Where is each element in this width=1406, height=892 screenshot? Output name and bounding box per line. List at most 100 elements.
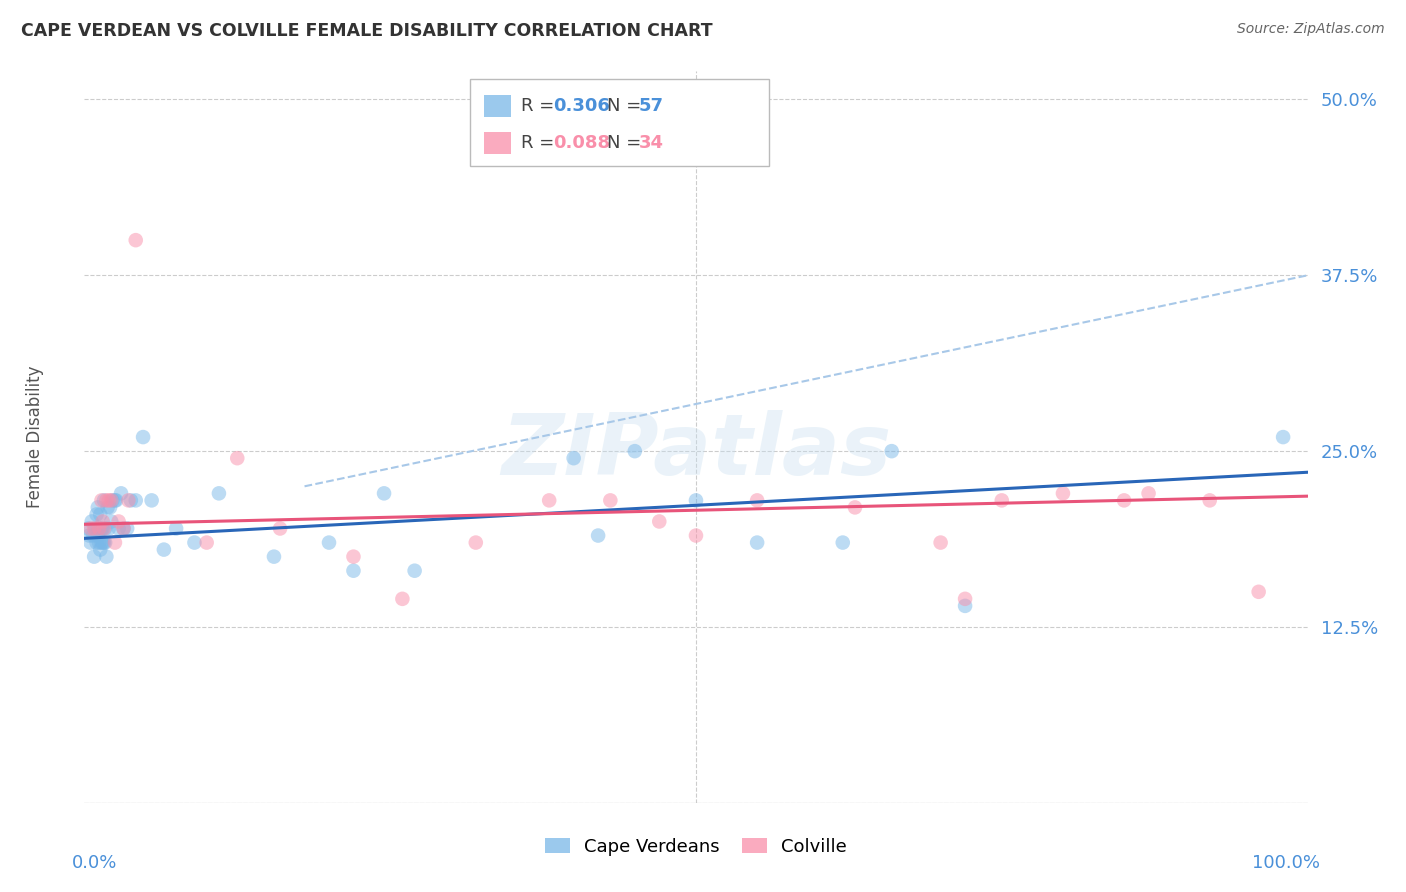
Point (404, 564, 426, 578)
Point (89, 508, 111, 522)
Point (87, 528, 110, 542)
Point (80, 515, 103, 529)
Text: 0.0%: 0.0% (72, 854, 118, 872)
Point (105, 493, 128, 508)
FancyBboxPatch shape (484, 132, 512, 154)
Point (953, 591, 976, 606)
Point (1137, 486, 1160, 500)
Point (112, 521, 135, 535)
Point (107, 521, 129, 535)
Text: N =: N = (606, 134, 647, 152)
Point (87, 521, 110, 535)
Point (101, 493, 124, 508)
Text: 34: 34 (638, 134, 664, 152)
Text: CAPE VERDEAN VS COLVILLE FEMALE DISABILITY CORRELATION CHART: CAPE VERDEAN VS COLVILLE FEMALE DISABILI… (21, 22, 713, 40)
Point (87, 521, 110, 535)
Point (83, 521, 105, 535)
Point (77, 528, 100, 542)
Point (599, 493, 621, 508)
Point (747, 493, 769, 508)
Text: R =: R = (522, 97, 560, 115)
Point (165, 521, 187, 535)
Text: Female Disability: Female Disability (27, 366, 45, 508)
Point (84, 521, 107, 535)
Point (100, 515, 122, 529)
FancyBboxPatch shape (484, 95, 512, 118)
Point (153, 542, 176, 557)
Point (89, 542, 111, 557)
Point (91, 521, 114, 535)
Point (120, 493, 142, 508)
Point (991, 493, 1014, 508)
Point (87, 535, 110, 549)
Point (79, 521, 101, 535)
Point (1272, 430, 1295, 444)
Point (97, 500, 120, 515)
Point (141, 493, 163, 508)
Point (269, 521, 291, 535)
Point (107, 515, 129, 529)
Point (96, 493, 118, 508)
Point (226, 451, 249, 466)
Legend: Cape Verdeans, Colville: Cape Verdeans, Colville (537, 830, 855, 863)
Point (685, 528, 707, 542)
Point (91, 535, 114, 549)
Point (83, 549, 105, 564)
Point (624, 444, 647, 458)
Point (77, 521, 100, 535)
Point (132, 430, 155, 444)
Point (90, 521, 112, 535)
Point (82, 528, 104, 542)
Point (87, 500, 110, 515)
Point (464, 535, 486, 549)
Point (96, 549, 118, 564)
Point (953, 599, 976, 613)
Point (97, 493, 120, 508)
Point (79, 535, 101, 549)
Point (747, 535, 769, 549)
Point (93, 535, 115, 549)
Point (318, 535, 340, 549)
Point (115, 521, 138, 535)
Text: Source: ZipAtlas.com: Source: ZipAtlas.com (1237, 22, 1385, 37)
Point (98, 500, 121, 515)
Point (183, 535, 205, 549)
Point (1198, 493, 1220, 508)
Point (208, 486, 231, 500)
Text: N =: N = (606, 97, 647, 115)
Point (1247, 584, 1270, 599)
Point (195, 535, 218, 549)
Text: R =: R = (522, 134, 560, 152)
Text: ZIPatlas: ZIPatlas (501, 410, 891, 493)
Point (86, 535, 108, 549)
Point (373, 486, 395, 500)
Point (1052, 486, 1074, 500)
Point (844, 500, 866, 515)
Point (90, 535, 112, 549)
Point (104, 493, 127, 508)
Point (104, 535, 127, 549)
Point (831, 535, 853, 549)
Text: 0.306: 0.306 (553, 97, 610, 115)
Point (94, 535, 117, 549)
Point (86, 508, 108, 522)
Text: 100.0%: 100.0% (1251, 854, 1320, 872)
Text: 57: 57 (638, 97, 664, 115)
Point (929, 535, 952, 549)
Point (93, 493, 115, 508)
Point (538, 493, 561, 508)
Point (562, 451, 585, 466)
Point (94, 521, 117, 535)
Point (342, 564, 364, 578)
Point (97, 521, 120, 535)
Point (648, 515, 671, 529)
FancyBboxPatch shape (470, 78, 769, 167)
Text: 0.088: 0.088 (553, 134, 610, 152)
Point (125, 493, 148, 508)
Point (93, 521, 115, 535)
Point (100, 493, 122, 508)
Point (685, 493, 707, 508)
Point (90, 493, 112, 508)
Point (391, 591, 413, 606)
Point (1114, 493, 1136, 508)
